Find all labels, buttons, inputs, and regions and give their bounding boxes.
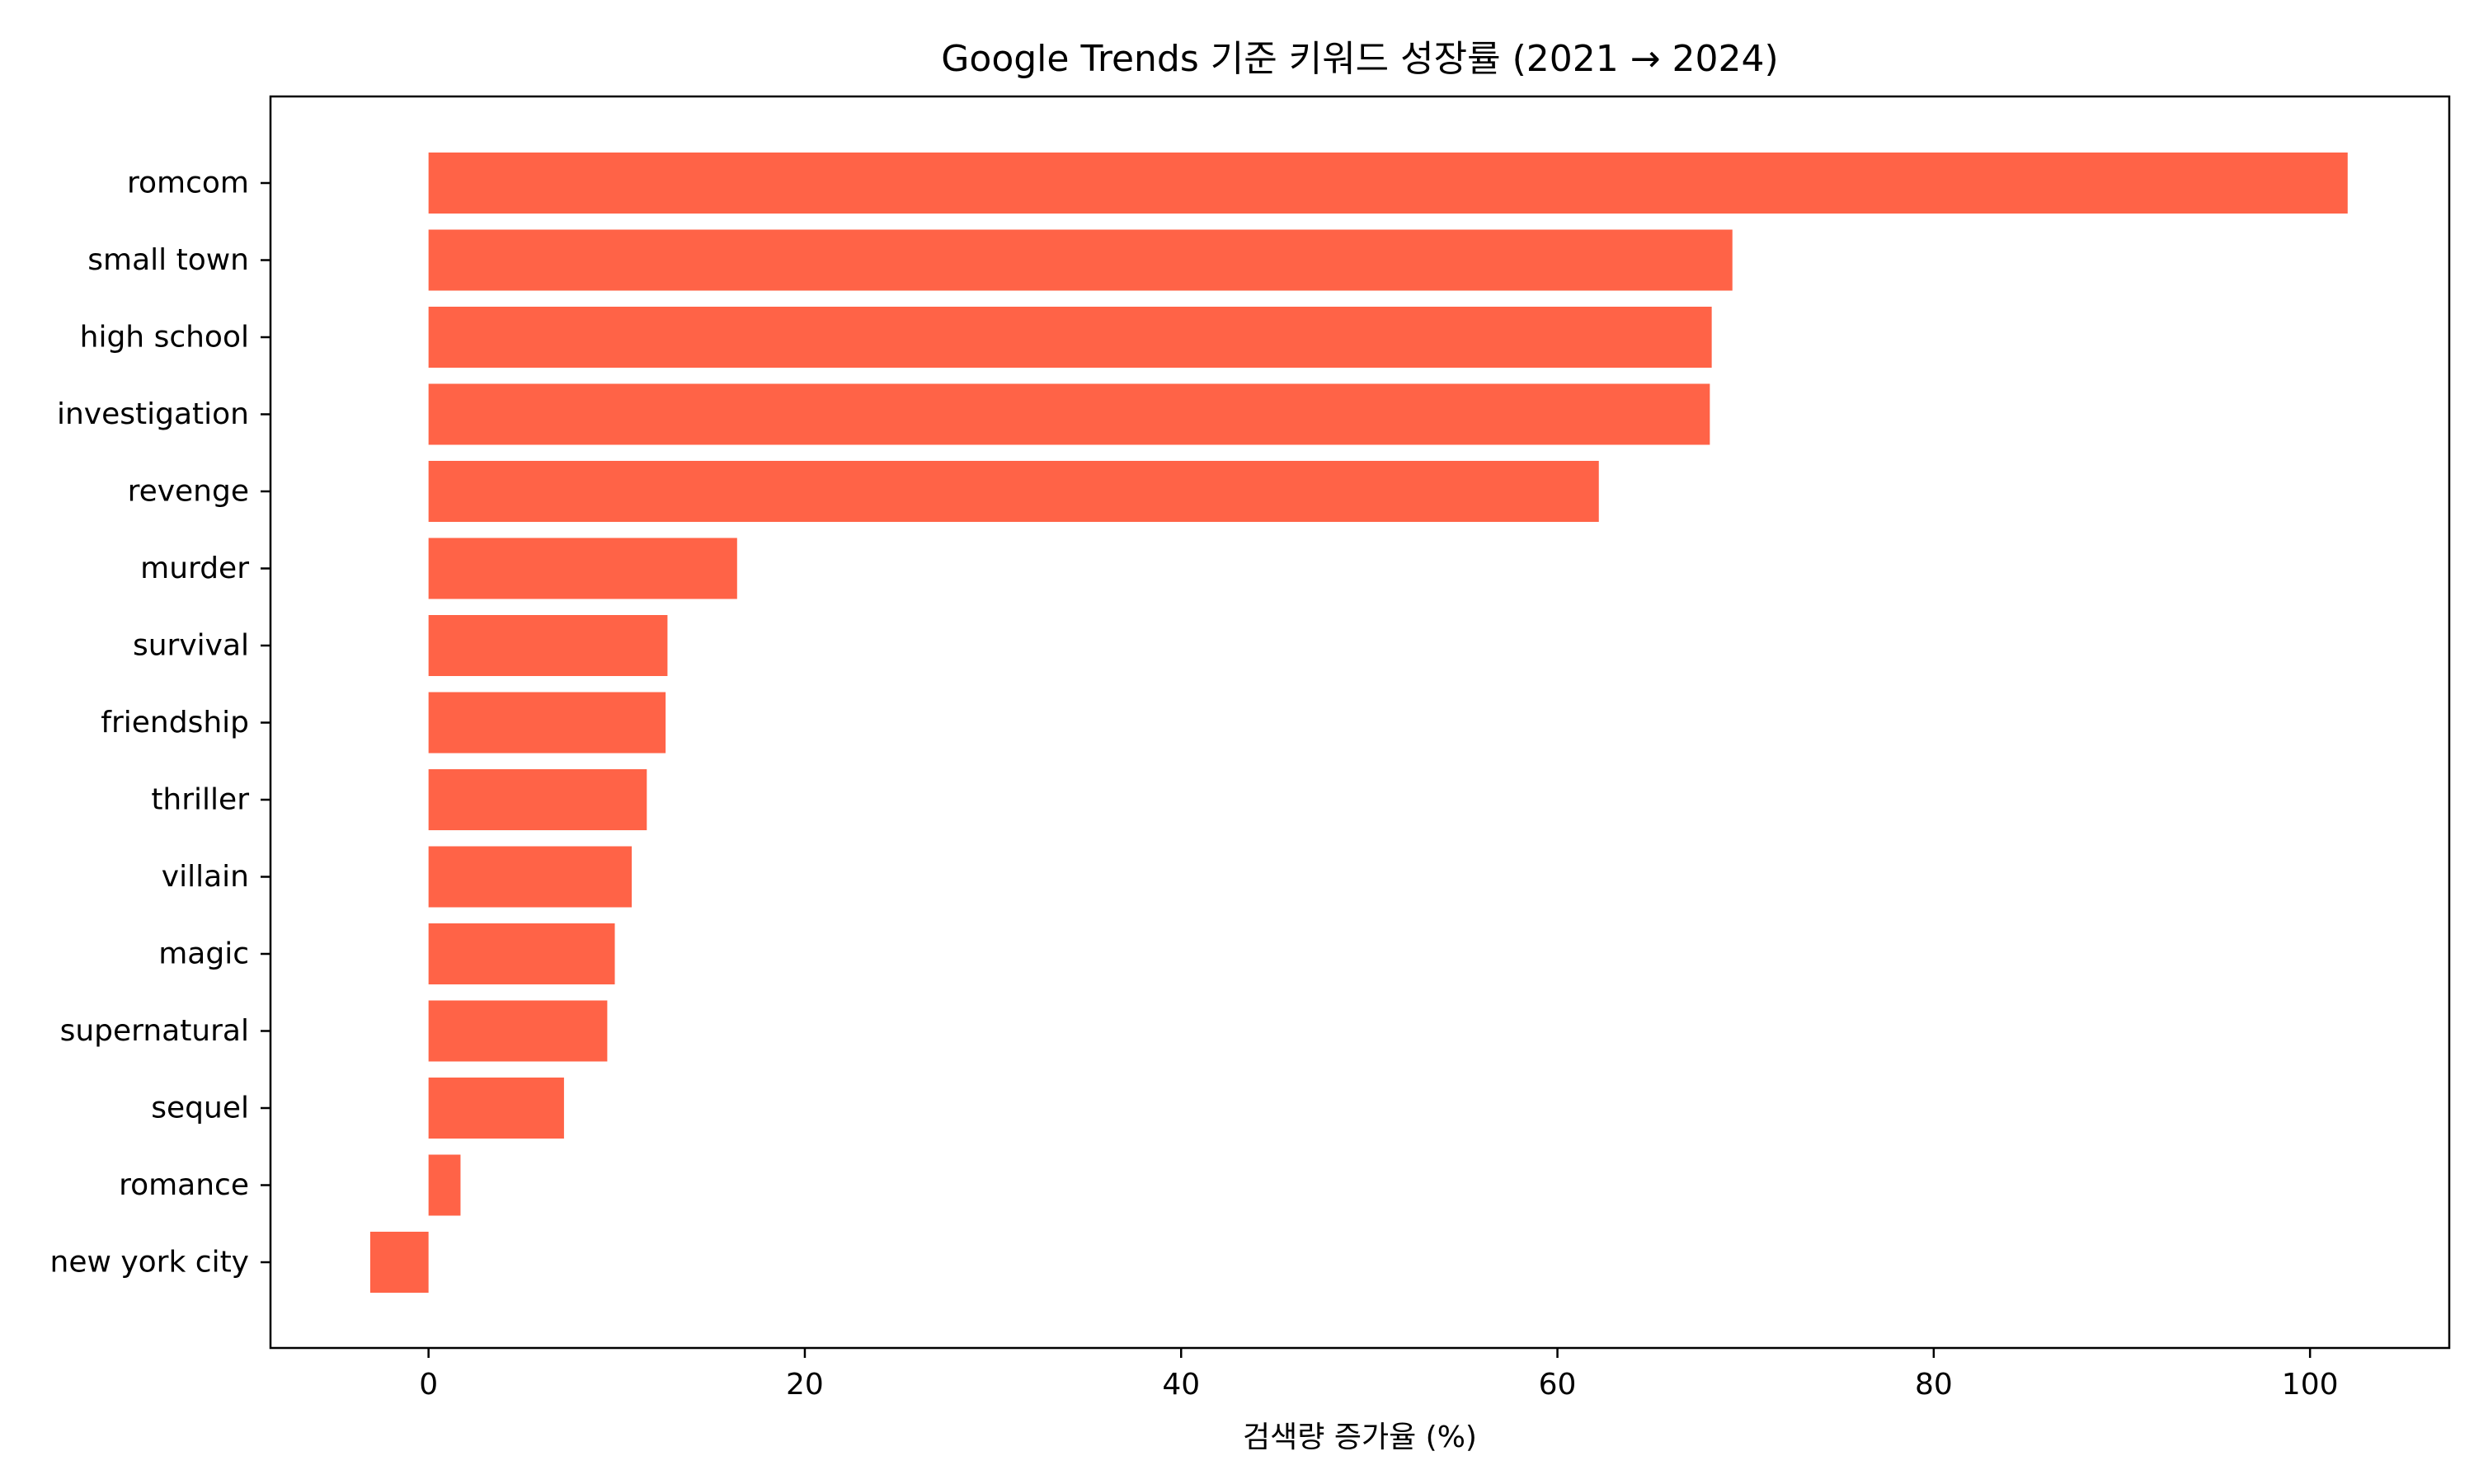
bar-thriller — [428, 769, 647, 830]
chart-title: Google Trends 기준 키워드 성장률 (2021 → 2024) — [941, 38, 1778, 80]
x-tick-label: 80 — [1915, 1368, 1953, 1402]
bar-survival — [428, 615, 668, 676]
bar-murder — [428, 538, 737, 599]
bar-small-town — [428, 229, 1733, 291]
y-tick-label: murder — [140, 552, 249, 585]
y-tick-label: sequel — [151, 1092, 249, 1125]
x-tick-label: 100 — [2282, 1368, 2339, 1402]
bars-group — [369, 153, 2348, 1293]
bar-villain — [428, 846, 633, 908]
x-tick-label: 40 — [1162, 1368, 1200, 1402]
y-tick-label: revenge — [128, 475, 249, 509]
bar-new-york-city — [369, 1232, 429, 1293]
bar-investigation — [428, 383, 1710, 445]
y-axis-ticks: romcom small town high school investigation… — [50, 167, 270, 1280]
y-tick-label: small town — [87, 243, 249, 277]
bar-high-school — [428, 307, 1712, 368]
x-tick-label: 20 — [786, 1368, 824, 1402]
plot-frame — [269, 95, 2451, 1350]
y-tick-label: survival — [133, 629, 249, 663]
y-tick-label: supernatural — [60, 1014, 249, 1048]
y-tick-label: thriller — [151, 783, 249, 817]
bar-romcom — [428, 153, 2348, 214]
bar-supernatural — [428, 1000, 608, 1062]
x-axis-ticks: 0 20 40 60 80 100 — [419, 1348, 2339, 1402]
y-tick-label: romance — [119, 1168, 249, 1202]
x-axis-label: 검색량 증가율 (%) — [1243, 1421, 1477, 1454]
y-tick-label: magic — [158, 937, 249, 971]
y-tick-label: high school — [80, 321, 249, 355]
y-tick-label: new york city — [50, 1246, 250, 1280]
y-tick-label: villain — [162, 860, 249, 894]
y-tick-label: investigation — [57, 397, 249, 431]
bar-sequel — [428, 1078, 564, 1139]
x-tick-label: 60 — [1539, 1368, 1577, 1402]
bar-romance — [428, 1154, 461, 1216]
bar-friendship — [428, 692, 666, 754]
bar-revenge — [428, 461, 1599, 522]
y-tick-label: friendship — [101, 706, 249, 740]
y-tick-label: romcom — [127, 167, 249, 200]
x-tick-label: 0 — [419, 1368, 438, 1402]
bar-magic — [428, 923, 615, 984]
